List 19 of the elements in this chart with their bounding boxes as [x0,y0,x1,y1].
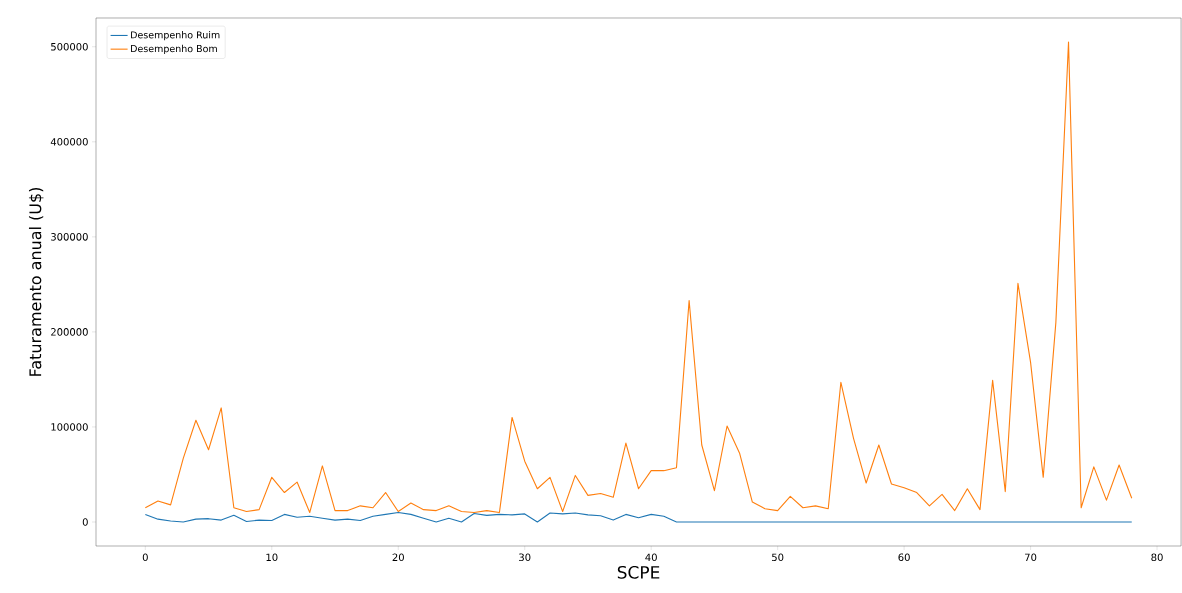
x-tick-label: 50 [772,553,784,562]
x-tick-label: 20 [392,553,404,562]
legend-label: Desempenho Bom [131,44,217,54]
y-tick-label: 500000 [51,42,88,51]
y-tick-label: 0 [82,518,88,526]
x-tick-label: 10 [266,553,278,562]
y-tick-label: 300000 [51,233,88,241]
x-tick-label: 80 [1151,553,1163,562]
x-tick-label: 60 [898,553,910,562]
y-tick-label: 100000 [51,423,88,431]
y-tick-label: 400000 [50,138,88,146]
x-tick-label: 70 [1025,553,1037,562]
x-tick-label: 30 [519,553,531,562]
x-tick-label: 0 [142,553,148,562]
x-tick-label: 40 [645,553,657,562]
legend-label: Desempenho Ruim [131,31,220,41]
x-axis-title: SCPE [617,565,660,579]
y-tick-label: 200000 [51,328,88,336]
y-axis-title: Faturamento anual (U$) [28,187,44,376]
